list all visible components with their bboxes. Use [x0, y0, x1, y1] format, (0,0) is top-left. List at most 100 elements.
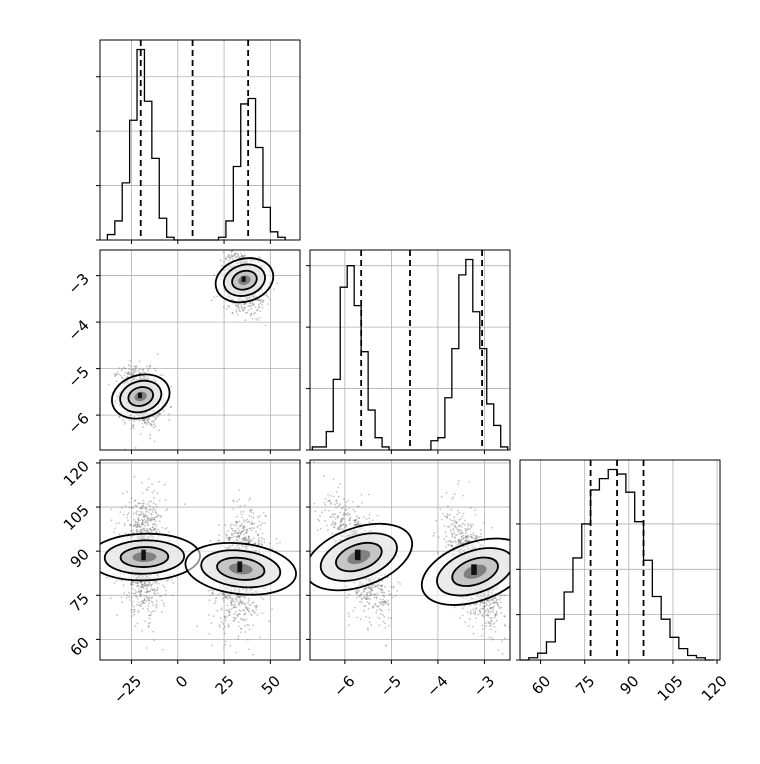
sample-point: [246, 607, 248, 609]
sample-point: [239, 613, 241, 615]
sample-point: [155, 512, 157, 514]
sample-point: [152, 604, 154, 606]
sample-point: [376, 596, 378, 598]
sample-point: [220, 259, 222, 261]
sample-point: [131, 498, 133, 500]
sample-point: [144, 422, 146, 424]
sample-point: [158, 481, 160, 483]
sample-point: [153, 519, 155, 521]
sample-point: [133, 592, 135, 594]
sample-point: [222, 592, 224, 594]
sample-point: [235, 257, 237, 259]
sample-point: [148, 597, 150, 599]
sample-point: [248, 600, 250, 602]
sample-point: [249, 510, 251, 512]
sample-point: [264, 515, 266, 517]
sample-point: [381, 610, 383, 612]
sample-point: [216, 296, 218, 298]
sample-point: [240, 511, 242, 513]
sample-point: [129, 502, 131, 504]
sample-point: [139, 368, 141, 370]
sample-point: [231, 537, 233, 539]
sample-point: [218, 524, 220, 526]
sample-point: [335, 518, 337, 520]
sample-point: [124, 525, 126, 527]
sample-point: [224, 626, 226, 628]
sample-point: [248, 541, 250, 543]
hist-0-steps: [107, 50, 285, 240]
sample-point: [158, 583, 160, 585]
sample-point: [147, 530, 149, 532]
sample-point: [114, 373, 116, 375]
sample-point: [238, 521, 240, 523]
sample-point: [149, 622, 151, 624]
sample-point: [229, 645, 231, 647]
sample-point: [241, 602, 243, 604]
sample-point: [123, 367, 125, 369]
sample-point: [273, 289, 275, 291]
sample-point: [252, 609, 254, 611]
sample-point: [150, 517, 152, 519]
joint-panel-0-1: [96, 239, 300, 454]
sample-point: [135, 367, 137, 369]
sample-point: [262, 522, 264, 524]
sample-point: [228, 260, 230, 262]
sample-point: [148, 509, 150, 511]
sample-point: [263, 300, 265, 302]
sample-point: [168, 413, 170, 415]
sample-point: [216, 597, 218, 599]
sample-point: [124, 421, 126, 423]
sample-point: [153, 490, 155, 492]
sample-point: [152, 509, 154, 511]
sample-point: [240, 533, 242, 535]
sample-point: [154, 610, 156, 612]
sample-point: [171, 579, 173, 581]
sample-point: [121, 596, 123, 598]
sample-point: [149, 618, 151, 620]
sample-point: [161, 527, 163, 529]
sample-point: [161, 600, 163, 602]
sample-point: [155, 417, 157, 419]
sample-point: [131, 583, 133, 585]
sample-point: [248, 538, 250, 540]
sample-point: [127, 373, 129, 375]
sample-point: [149, 423, 151, 425]
sample-point: [143, 600, 145, 602]
sample-point: [140, 604, 142, 606]
sample-point: [142, 513, 144, 515]
sample-point: [237, 599, 239, 601]
sample-point: [155, 525, 157, 527]
sample-point: [164, 528, 166, 530]
sample-point: [155, 605, 157, 607]
sample-point: [259, 257, 261, 259]
sample-point: [135, 447, 137, 449]
sample-point: [153, 427, 155, 429]
sample-point: [133, 368, 135, 370]
sample-point: [146, 647, 148, 649]
sample-point: [119, 511, 121, 513]
sample-point: [239, 505, 241, 507]
sample-point: [238, 635, 240, 637]
sample-point: [142, 500, 144, 502]
sample-point: [259, 636, 261, 638]
sample-point: [134, 366, 136, 368]
sample-point: [165, 590, 167, 592]
sample-point: [235, 601, 237, 603]
sample-point: [244, 306, 246, 308]
sample-point: [261, 597, 263, 599]
sample-point: [235, 253, 237, 255]
sample-point: [128, 364, 130, 366]
sample-point: [136, 514, 138, 516]
sample-point: [136, 596, 138, 598]
joint-panel-1-2: [297, 460, 538, 675]
sample-point: [211, 592, 213, 594]
sample-point: [137, 518, 139, 520]
sample-point: [234, 530, 236, 532]
sample-point: [233, 600, 235, 602]
sample-point: [218, 540, 220, 542]
sample-point: [151, 596, 153, 598]
sample-point: [250, 245, 252, 247]
sample-point: [245, 312, 247, 314]
sample-point: [244, 613, 246, 615]
